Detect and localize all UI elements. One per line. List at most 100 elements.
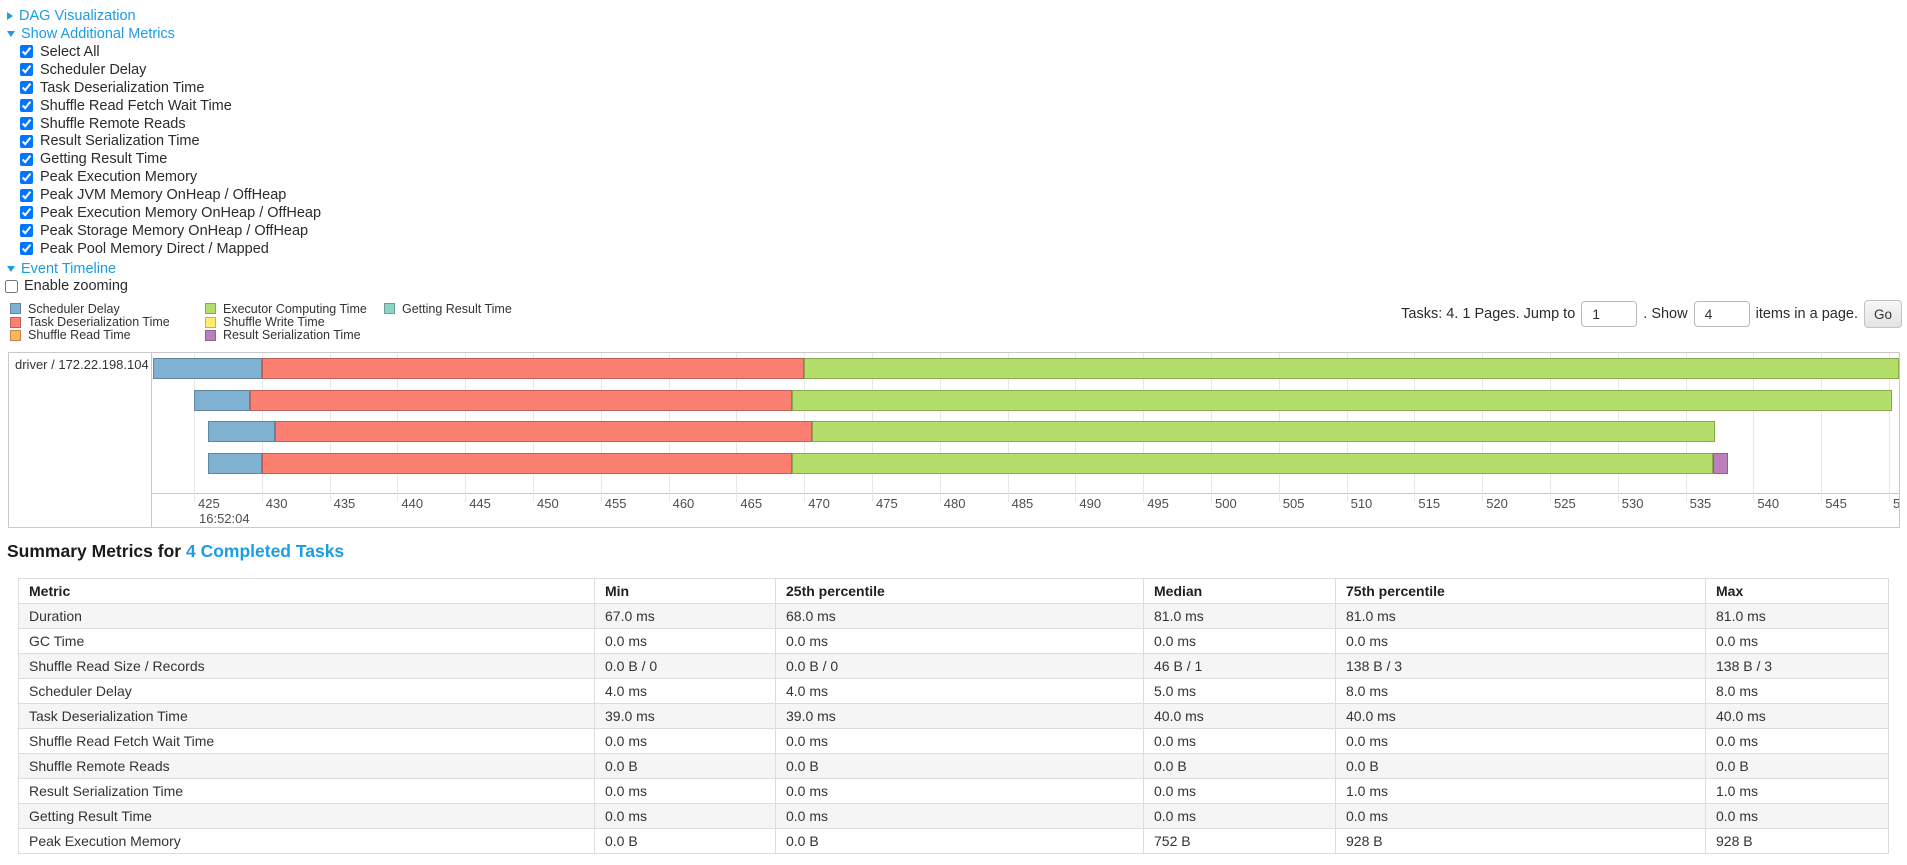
table-cell: 81.0 ms <box>1705 603 1889 629</box>
table-cell: 0.0 ms <box>775 628 1144 654</box>
timeline-toolbar: Scheduler Delay Task Deserialization Time… <box>0 296 1907 350</box>
task-bar-segment-task_deserialization[interactable] <box>275 421 813 443</box>
items-per-page-input[interactable] <box>1693 301 1750 327</box>
task-bar-segment-scheduler_delay[interactable] <box>153 358 262 379</box>
task-bar-segment-scheduler_delay[interactable] <box>207 421 276 443</box>
metric-checkbox[interactable] <box>20 63 33 77</box>
timeline-tick-label: 530 <box>1621 496 1644 511</box>
completed-tasks-link[interactable]: 4 Completed Tasks <box>185 541 345 561</box>
jump-to-page-input[interactable] <box>1581 301 1638 327</box>
timeline-tick-label: 510 <box>1350 496 1373 511</box>
timeline-tick <box>194 493 195 502</box>
timeline-tick <box>736 493 738 502</box>
metric-checkbox[interactable] <box>20 152 33 166</box>
go-button[interactable]: Go <box>1863 300 1902 328</box>
task-bar-segment-task_deserialization[interactable] <box>261 453 792 475</box>
task-pagination: Tasks: 4. 1 Pages. Jump to . Show items … <box>1401 300 1902 328</box>
timeline-tick <box>1278 493 1280 502</box>
metric-checkbox-row: Select All <box>20 43 321 61</box>
legend-label: Shuffle Read Time <box>28 328 131 343</box>
table-row: Shuffle Read Size / Records 0.0 B / 0 0.0 … <box>18 653 1889 679</box>
enable-zooming-checkbox[interactable] <box>5 279 18 293</box>
metric-checkbox-row: Shuffle Read Fetch Wait Time <box>20 97 321 115</box>
table-cell: 5.0 ms <box>1143 678 1336 704</box>
metric-checkbox-label: Result Serialization Time <box>40 133 200 150</box>
table-row: Peak Execution Memory 0.0 B 0.0 B 752 B 928 … <box>18 828 1889 854</box>
table-cell: 1.0 ms <box>1335 778 1706 804</box>
table-cell: 0.0 B <box>1143 753 1336 779</box>
table-cell: 0.0 ms <box>594 778 776 804</box>
metric-checkbox[interactable] <box>20 242 33 256</box>
table-cell: Task Deserialization Time <box>18 703 595 729</box>
dag-visualization-toggle[interactable]: DAG Visualization <box>7 7 321 25</box>
table-cell: 0.0 ms <box>1705 728 1889 754</box>
table-row: Result Serialization Time 0.0 ms 0.0 ms 0.0… <box>18 778 1889 804</box>
table-cell: 0.0 ms <box>1143 628 1336 654</box>
metric-checkbox-label: Peak Storage Memory OnHeap / OffHeap <box>40 222 309 239</box>
timeline-tick-label: 440 <box>401 496 424 511</box>
legend-label: Scheduler Delay <box>28 301 120 316</box>
timeline-tick <box>1482 493 1484 502</box>
task-bar-segment-executor_computing[interactable] <box>791 453 1713 475</box>
metric-checkbox[interactable] <box>20 170 33 184</box>
table-cell: 39.0 ms <box>775 703 1144 729</box>
table-column-header: 25th percentile <box>775 578 1144 604</box>
table-cell: 0.0 ms <box>775 728 1144 754</box>
task-bar-segment-executor_computing[interactable] <box>804 358 1899 379</box>
metric-checkbox[interactable] <box>20 117 33 130</box>
expanded-arrow-icon <box>7 265 15 272</box>
legend-swatch-executor_computing <box>205 303 216 315</box>
task-bar-segment-scheduler_delay[interactable] <box>194 389 250 411</box>
collapsed-arrow-icon <box>7 12 13 20</box>
metric-checkbox[interactable] <box>20 99 33 113</box>
table-header-row: Metric Min 25th percentile Median 75th perce… <box>18 578 1889 604</box>
table-column-header: Max <box>1705 578 1889 604</box>
task-bar-segment-task_deserialization[interactable] <box>249 389 792 411</box>
metric-checkbox[interactable] <box>20 45 33 59</box>
task-bar-segment-executor_computing[interactable] <box>791 389 1892 411</box>
table-cell: Shuffle Read Size / Records <box>18 653 595 679</box>
summary-title-prefix: Summary Metrics for <box>7 541 182 561</box>
metric-checkbox[interactable] <box>20 224 33 238</box>
task-bar-segment-executor_computing[interactable] <box>812 421 1716 443</box>
timeline-tick <box>1075 493 1077 502</box>
metric-checkbox[interactable] <box>20 81 33 95</box>
timeline-gridline <box>194 353 195 493</box>
metric-checkbox[interactable] <box>20 134 33 148</box>
legend-swatch-result_serialization <box>205 329 216 341</box>
task-bar-segment-result_serialization[interactable] <box>1712 453 1728 475</box>
event-timeline-toggle[interactable]: Event Timeline <box>7 260 321 278</box>
legend-swatch-task_deserialization <box>10 316 21 328</box>
metric-checkbox-row: Peak Storage Memory OnHeap / OffHeap <box>20 222 321 240</box>
table-cell: 4.0 ms <box>775 678 1144 704</box>
dag-visualization-label: DAG Visualization <box>19 8 136 24</box>
table-cell: Shuffle Remote Reads <box>18 753 595 779</box>
show-additional-metrics-toggle[interactable]: Show Additional Metrics <box>7 25 321 43</box>
timeline-tick-label: 475 <box>876 496 898 511</box>
table-cell: 928 B <box>1705 828 1889 854</box>
table-cell: 0.0 B <box>1705 753 1889 779</box>
task-bar-segment-task_deserialization[interactable] <box>261 358 805 379</box>
table-cell: 928 B <box>1335 828 1706 854</box>
timeline-tick-label: 435 <box>333 496 356 511</box>
timeline-tick <box>804 493 806 502</box>
timeline-tick-label: 505 <box>1282 496 1305 511</box>
metric-checkbox-row: Peak Execution Memory OnHeap / OffHeap <box>20 204 321 222</box>
legend-item: Task Deserialization Time <box>10 315 170 329</box>
timeline-tick-label: 455 <box>604 496 627 511</box>
timeline-tick <box>600 493 602 502</box>
timeline-tick-label: 425 <box>198 496 220 511</box>
task-bar-segment-scheduler_delay[interactable] <box>207 453 262 475</box>
legend-swatch-shuffle_write <box>205 316 216 328</box>
event-timeline-chart: driver / 172.22.198.104 425 430 435 440 445 4… <box>8 352 1900 528</box>
table-column-header: Min <box>594 578 776 604</box>
metric-checkbox[interactable] <box>20 206 33 220</box>
timeline-tick <box>1685 493 1687 502</box>
table-cell: 752 B <box>1143 828 1336 854</box>
timeline-tick-label: 450 <box>537 496 559 511</box>
metric-checkbox[interactable] <box>20 188 33 202</box>
table-cell: 0.0 ms <box>1143 803 1336 829</box>
timeline-tick <box>668 493 670 502</box>
table-cell: Peak Execution Memory <box>18 828 595 854</box>
